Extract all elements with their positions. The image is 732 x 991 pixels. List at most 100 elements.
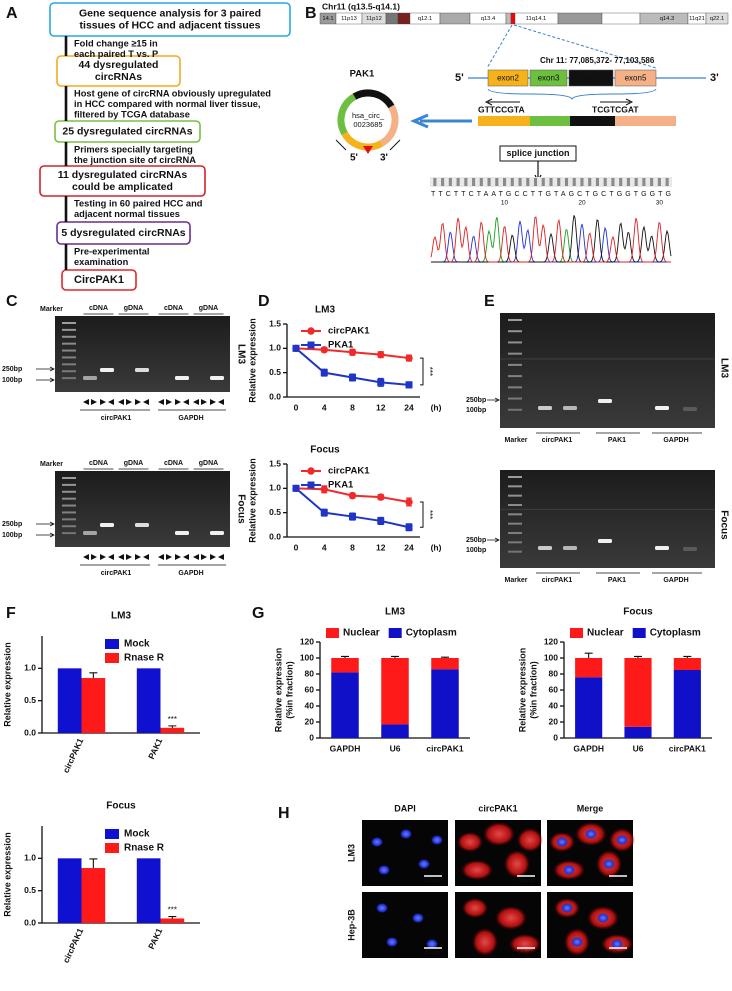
quality-tick <box>603 178 607 186</box>
flow-box <box>49 2 291 37</box>
flow-step-text: 44 dysregulated <box>79 59 159 71</box>
bar <box>81 868 106 923</box>
x-tick-label: 0 <box>294 542 299 552</box>
ladder-band <box>508 397 522 400</box>
ladder-band <box>508 522 522 525</box>
gel-gene-label: circPAK1 <box>101 415 132 422</box>
cytoplasm <box>495 906 527 930</box>
y-tick-label: 40 <box>549 700 559 710</box>
panel-letter: F <box>6 605 16 622</box>
linear-segment <box>530 116 570 126</box>
quality-tick <box>526 178 530 186</box>
linear-segment <box>615 116 676 126</box>
y-axis-label: Relative expression <box>247 458 257 543</box>
zoom-line <box>486 24 513 69</box>
point <box>349 513 356 521</box>
end-label: 3' <box>710 72 719 84</box>
x-tick-label: 12 <box>376 542 386 552</box>
point <box>377 493 385 501</box>
ladder-band <box>62 504 76 507</box>
band-label: 11q14.1 <box>526 16 547 22</box>
y-tick-label: 0 <box>553 732 558 742</box>
y-axis-label: Relative expression <box>247 318 257 403</box>
circ-arrow <box>389 139 401 151</box>
junction-mark <box>363 146 373 154</box>
legend-label: Rnase R <box>124 653 165 664</box>
primer-icon <box>83 554 97 560</box>
band-label: q12.1 <box>418 16 433 22</box>
legend-label: Mock <box>124 639 150 650</box>
point <box>405 354 413 362</box>
gene-name: PAK1 <box>350 69 375 80</box>
gel-template-label: cDNA <box>89 305 108 312</box>
quality-tick <box>611 178 615 186</box>
circ-end: 3' <box>380 153 388 164</box>
cytoplasm <box>517 828 543 852</box>
circ-end: 5' <box>350 153 358 164</box>
ladder-band <box>508 513 522 516</box>
gel-size: 100bp <box>2 377 22 384</box>
legend-label: Rnase R <box>124 843 165 854</box>
legend-swatch <box>388 628 402 638</box>
y-tick-label: 80 <box>549 668 559 678</box>
point <box>320 346 328 354</box>
bar-segment <box>331 672 359 738</box>
ladder-band <box>62 363 76 366</box>
cytoplasm <box>504 850 530 878</box>
circ-arc <box>379 104 399 147</box>
flow-step-text: 11 dysregulated circRNAs <box>58 169 188 181</box>
gel-band <box>563 406 577 410</box>
chromosome-band <box>505 12 512 25</box>
legend-label: PKA1 <box>328 480 354 491</box>
x-tick-label: GAPDH <box>573 743 604 753</box>
ladder-band <box>508 386 522 389</box>
band-label: 11p13 <box>341 16 357 22</box>
y-tick-label: 0 <box>309 732 314 742</box>
nucleus <box>563 865 575 875</box>
gel-template-label: gDNA <box>124 305 143 312</box>
nucleus <box>585 829 597 839</box>
gel-band <box>210 376 224 380</box>
bar <box>160 918 185 923</box>
row-label: LM3 <box>346 844 356 862</box>
y-tick-label: 120 <box>300 636 314 646</box>
x-axis-label: (h) <box>431 542 442 552</box>
cytoplasm <box>462 898 488 918</box>
quality-tick <box>533 178 538 186</box>
point <box>320 509 328 517</box>
gel-gene-label: GAPDH <box>178 570 203 577</box>
exon-label: exon5 <box>625 74 647 83</box>
gel-gene-label: circPAK1 <box>542 577 573 584</box>
gel-size: 100bp <box>2 532 22 539</box>
band-label: 11p12 <box>366 16 382 22</box>
y-tick-label: 100 <box>300 652 314 662</box>
bar-segment <box>575 658 603 678</box>
significance-bracket <box>420 357 424 386</box>
nucleus <box>561 903 573 913</box>
nucleus <box>400 829 412 839</box>
quality-tick <box>479 178 483 186</box>
quality-tick <box>433 178 437 186</box>
legend-marker <box>307 341 315 349</box>
ladder-band <box>508 375 522 378</box>
panel-letter: H <box>278 805 290 822</box>
x-tick-label: U6 <box>633 743 644 753</box>
gel-band <box>175 531 189 535</box>
column-header: circPAK1 <box>478 803 517 813</box>
primer-icon <box>158 554 172 560</box>
ladder-band <box>508 476 522 478</box>
quality-tick <box>619 178 623 186</box>
chromosome-band <box>557 12 603 25</box>
quality-tick <box>472 178 476 186</box>
scale-label: 50um <box>425 879 440 885</box>
y-axis-label: Relative expression <box>517 648 527 733</box>
flow-step-text: tissues of HCC and adjacent tissues <box>80 19 261 31</box>
sequence: TTCTTCTAATGCCTTGTAGCTGCTGGTGGTG <box>431 191 671 198</box>
exon-label: exon2 <box>497 74 519 83</box>
chromosome-band <box>385 12 399 25</box>
y-tick-label: 1.0 <box>24 853 36 863</box>
panel-letter: B <box>305 5 317 22</box>
y-tick-label: 1.0 <box>269 483 281 493</box>
flow-transition-text: in HCC compared with normal liver tissue… <box>74 99 261 109</box>
nucleus <box>371 837 383 847</box>
